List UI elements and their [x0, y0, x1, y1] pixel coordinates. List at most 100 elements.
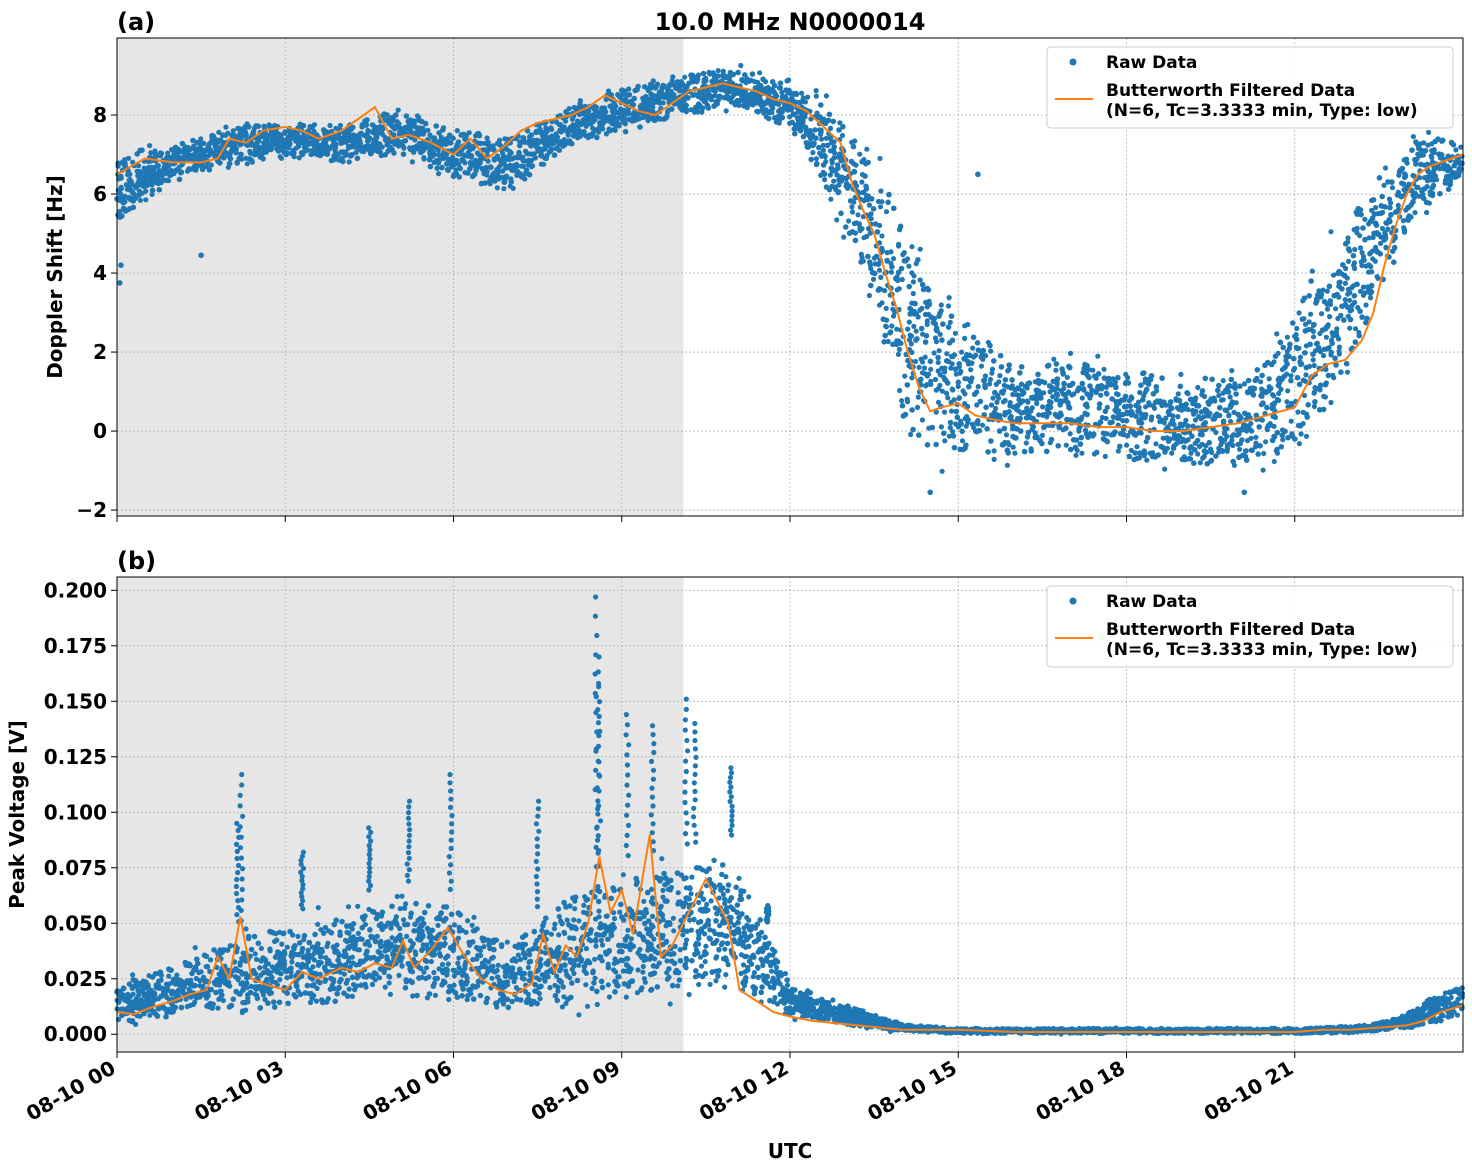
raw-data-point [1189, 433, 1195, 440]
raw-data-point [1124, 433, 1131, 439]
raw-data-point [601, 105, 608, 111]
raw-data-point [1136, 404, 1142, 411]
raw-data-point [1117, 443, 1123, 450]
raw-data-point [917, 246, 923, 252]
raw-data-point [284, 150, 291, 156]
raw-data-point [382, 984, 388, 990]
raw-data-point [141, 183, 147, 190]
raw-data-point [1121, 404, 1128, 410]
raw-data-point [935, 368, 941, 374]
raw-data-point [1196, 443, 1203, 450]
raw-data-point [324, 151, 330, 157]
raw-data-point [1308, 311, 1314, 317]
raw-data-point [1143, 439, 1149, 445]
raw-data-point [579, 131, 586, 137]
raw-data-point [475, 151, 482, 157]
raw-data-point [857, 151, 863, 157]
raw-data-point [1414, 184, 1420, 191]
raw-data-point [1178, 422, 1184, 428]
raw-data-point [952, 366, 959, 372]
raw-data-point [1141, 370, 1147, 376]
raw-data-point [166, 162, 172, 169]
raw-data-point [291, 150, 297, 156]
raw-data-point [1096, 401, 1103, 407]
raw-data-point [1177, 383, 1184, 390]
raw-data-point [1311, 403, 1317, 410]
raw-data-point [1345, 258, 1352, 264]
raw-data-point [149, 191, 155, 197]
raw-data-point [1333, 306, 1339, 312]
raw-data-point [202, 153, 209, 160]
raw-data-point [939, 468, 945, 474]
raw-data-point [787, 114, 793, 120]
raw-data-point [593, 943, 599, 949]
raw-data-point [143, 188, 149, 194]
raw-data-point [135, 179, 141, 186]
raw-data-point [1424, 209, 1430, 216]
raw-data-point [1227, 404, 1234, 410]
raw-data-point [529, 163, 536, 169]
raw-data-point [1264, 404, 1270, 411]
raw-data-point [894, 287, 900, 293]
raw-data-point [1271, 423, 1277, 429]
raw-data-point [1286, 353, 1292, 360]
raw-data-point [1230, 458, 1236, 465]
raw-data-point [1310, 357, 1316, 363]
raw-data-point [894, 326, 900, 332]
raw-data-point [800, 133, 807, 140]
raw-data-point [1341, 317, 1347, 323]
raw-data-point [1315, 292, 1321, 298]
raw-data-point [1260, 400, 1266, 407]
raw-data-point [1268, 361, 1275, 368]
raw-data-point [923, 383, 929, 389]
raw-data-point [1257, 443, 1263, 449]
raw-data-point [1005, 368, 1011, 374]
raw-data-point [1317, 382, 1324, 389]
raw-data-point [917, 277, 923, 283]
raw-data-point [353, 149, 359, 156]
raw-data-point [968, 360, 975, 367]
raw-data-point [1096, 405, 1102, 411]
raw-data-point [205, 144, 212, 150]
raw-data-point [562, 141, 568, 148]
raw-data-point [1101, 366, 1107, 372]
raw-data-point [1379, 193, 1385, 200]
raw-data-point [924, 442, 931, 448]
raw-data-point [403, 113, 410, 119]
raw-data-point [1103, 384, 1110, 390]
raw-data-point [320, 127, 327, 133]
raw-data-point [860, 258, 866, 264]
raw-data-point [700, 70, 707, 77]
raw-data-point [1329, 340, 1335, 347]
raw-data-point [1194, 437, 1201, 444]
raw-data-point [828, 196, 834, 202]
raw-data-point [505, 164, 512, 171]
raw-data-point [1351, 262, 1357, 269]
raw-data-point [130, 972, 136, 978]
raw-data-point [799, 98, 806, 104]
raw-data-point [933, 441, 939, 448]
raw-data-point [1009, 383, 1015, 389]
raw-data-point [596, 908, 602, 914]
raw-data-point [983, 404, 989, 411]
raw-data-point [882, 288, 888, 294]
raw-data-point [943, 358, 950, 364]
raw-data-point [1379, 225, 1386, 232]
raw-data-point [1220, 378, 1226, 384]
raw-data-point [1292, 436, 1298, 442]
raw-data-point [227, 155, 234, 162]
raw-data-point [1276, 380, 1283, 386]
raw-data-point [1095, 353, 1101, 359]
raw-data-point [1391, 244, 1398, 251]
raw-data-point [207, 149, 214, 155]
raw-data-point [919, 281, 926, 288]
raw-data-point [1423, 199, 1430, 206]
raw-data-point [689, 874, 695, 880]
raw-data-point [876, 267, 883, 273]
raw-data-point [1171, 421, 1177, 428]
raw-data-point [715, 73, 721, 79]
raw-data-point [837, 120, 843, 126]
raw-data-point [931, 315, 937, 322]
raw-data-point [358, 130, 365, 137]
raw-data-point [1274, 331, 1280, 337]
